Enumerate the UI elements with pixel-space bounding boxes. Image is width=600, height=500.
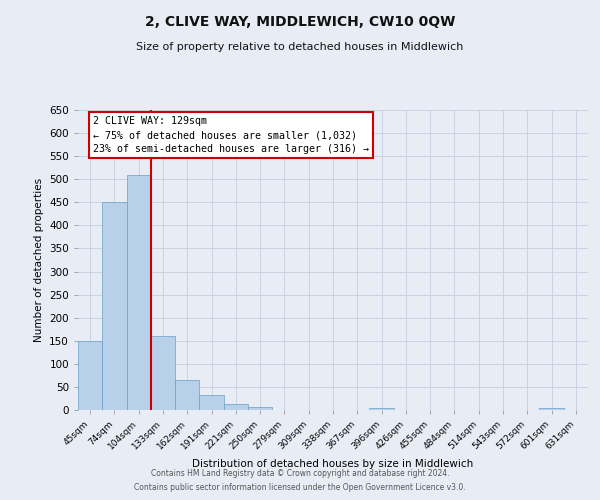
Text: Contains public sector information licensed under the Open Government Licence v3: Contains public sector information licen…	[134, 484, 466, 492]
Bar	[151, 336, 175, 410]
Text: Size of property relative to detached houses in Middlewich: Size of property relative to detached ho…	[136, 42, 464, 52]
Bar	[78, 341, 102, 410]
Bar	[127, 174, 151, 410]
Text: Contains HM Land Registry data © Crown copyright and database right 2024.: Contains HM Land Registry data © Crown c…	[151, 468, 449, 477]
Text: 2, CLIVE WAY, MIDDLEWICH, CW10 0QW: 2, CLIVE WAY, MIDDLEWICH, CW10 0QW	[145, 15, 455, 29]
Bar	[370, 408, 394, 410]
Bar	[224, 404, 248, 410]
Text: 2 CLIVE WAY: 129sqm
← 75% of detached houses are smaller (1,032)
23% of semi-det: 2 CLIVE WAY: 129sqm ← 75% of detached ho…	[94, 116, 370, 154]
Y-axis label: Number of detached properties: Number of detached properties	[34, 178, 44, 342]
X-axis label: Distribution of detached houses by size in Middlewich: Distribution of detached houses by size …	[193, 460, 473, 469]
Bar	[175, 380, 199, 410]
Bar	[539, 408, 564, 410]
Bar	[102, 202, 127, 410]
Bar	[248, 407, 272, 410]
Bar	[199, 395, 224, 410]
